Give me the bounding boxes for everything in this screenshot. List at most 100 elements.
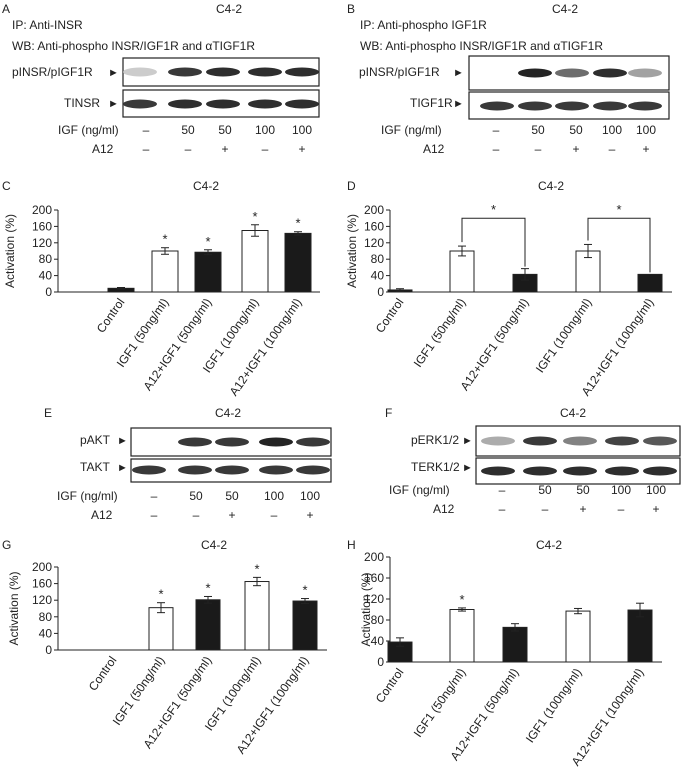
chart-panel-d: D C4-2 Activation (%) 0 40 80 120 160 200 Control… bbox=[345, 179, 672, 399]
a12-values-row: – – + – + bbox=[151, 508, 314, 522]
igf-values-row: – 50 50 100 100 bbox=[499, 483, 667, 497]
y-tick-label: 200 bbox=[32, 203, 52, 217]
y-tick-label: 40 bbox=[39, 269, 53, 283]
arrow-glyph: ► bbox=[117, 462, 128, 474]
chart-title: C4-2 bbox=[538, 179, 564, 193]
igf-value: 50 bbox=[569, 123, 583, 137]
blot-band bbox=[259, 437, 293, 447]
blot-top-label: pAKT bbox=[80, 433, 111, 447]
blot-band bbox=[259, 465, 293, 475]
blot-band bbox=[593, 101, 627, 111]
blot-bottom-label: TIGF1R bbox=[410, 96, 453, 110]
a12-value: – bbox=[542, 502, 549, 516]
a12-value: – bbox=[609, 142, 616, 156]
arrow-glyph: ► bbox=[462, 435, 473, 447]
a12-value: – bbox=[499, 502, 506, 516]
a12-value: – bbox=[193, 508, 200, 522]
igf-row-label: IGF (ng/ml) bbox=[58, 123, 119, 137]
blot-bottom-bands bbox=[123, 99, 319, 109]
arrow-glyph: ► bbox=[117, 435, 128, 447]
category-label: IGF1 (50ng/ml) bbox=[411, 296, 469, 370]
igf-value: 50 bbox=[218, 123, 232, 137]
a12-row-label: A12 bbox=[433, 502, 455, 516]
igf-value: 100 bbox=[300, 489, 320, 503]
blot-bottom-label: TAKT bbox=[80, 460, 110, 474]
blot-band bbox=[248, 67, 282, 77]
blot-band bbox=[132, 465, 166, 475]
y-tick-label: 40 bbox=[371, 269, 385, 283]
chart-panel-h: H C4-2 Activation (%) 0 40 80 120 160 200 Control… bbox=[347, 538, 662, 769]
igf-values-row: – 50 50 100 100 bbox=[143, 123, 313, 137]
blot-band bbox=[628, 68, 662, 78]
blot-band bbox=[123, 99, 157, 109]
category-label: A12+IGF1 (100ng/ml) bbox=[579, 296, 657, 399]
blot-band bbox=[206, 67, 240, 77]
category-label: Control bbox=[373, 296, 407, 336]
category-label: IGF1 (100ng/ml) bbox=[523, 666, 585, 746]
a12-value: – bbox=[143, 142, 150, 156]
a12-value: – bbox=[271, 508, 278, 522]
y-axis-label: Activation (%) bbox=[345, 214, 359, 288]
category-label: Control bbox=[94, 296, 128, 336]
significance-mark: * bbox=[162, 232, 167, 247]
cell-line-title: C4-2 bbox=[216, 2, 242, 16]
blot-band bbox=[628, 101, 662, 111]
bar bbox=[292, 600, 318, 651]
y-tick-label: 120 bbox=[364, 592, 384, 606]
igf-value: 100 bbox=[292, 123, 312, 137]
a12-value: + bbox=[306, 508, 313, 522]
a12-row-label: A12 bbox=[91, 508, 113, 522]
bar bbox=[565, 610, 591, 663]
blot-band bbox=[555, 68, 589, 78]
bar bbox=[627, 609, 653, 663]
blot-bottom-bands bbox=[480, 101, 662, 111]
a12-values-row: – – + – + bbox=[493, 142, 650, 156]
y-tick-label: 200 bbox=[364, 203, 384, 217]
blot-band bbox=[285, 67, 319, 77]
category-label: Control bbox=[373, 666, 407, 706]
blot-band bbox=[480, 101, 514, 111]
y-tick-label: 200 bbox=[364, 550, 384, 564]
blot-band bbox=[296, 437, 330, 447]
a12-values-row: – – + – + bbox=[143, 142, 306, 156]
bar bbox=[449, 250, 475, 293]
y-tick-label: 160 bbox=[364, 219, 384, 233]
blot-top-label: pINSR/pIGF1R bbox=[359, 65, 440, 79]
igf-value: 50 bbox=[189, 489, 203, 503]
igf-values-row: – 50 50 100 100 bbox=[493, 123, 657, 137]
y-tick-label: 80 bbox=[371, 252, 385, 266]
igf-value: 50 bbox=[531, 123, 545, 137]
igf-value: 100 bbox=[602, 123, 622, 137]
blot-band bbox=[518, 101, 552, 111]
significance-bracket bbox=[461, 217, 526, 267]
bar bbox=[194, 251, 222, 293]
blot-top-label: pINSR/pIGF1R bbox=[12, 65, 93, 79]
significance-mark: * bbox=[205, 234, 210, 249]
blot-band bbox=[248, 99, 282, 109]
blot-band bbox=[523, 466, 557, 476]
y-tick-label: 0 bbox=[45, 643, 52, 657]
ip-line: IP: Anti-INSR bbox=[12, 18, 83, 32]
chart-panel-c: C C4-2 Activation (%) 0 40 80 120 160 200 Control… bbox=[2, 179, 320, 399]
a12-value: + bbox=[298, 142, 305, 156]
blot-band bbox=[555, 101, 589, 111]
significance-bracket bbox=[587, 217, 651, 273]
cell-line-title: C4-2 bbox=[552, 2, 578, 16]
y-tick-label: 80 bbox=[371, 613, 385, 627]
panel-letter: B bbox=[347, 2, 355, 16]
igf-value: 50 bbox=[576, 483, 590, 497]
blot-bottom-bands bbox=[132, 465, 330, 475]
panel-letter: C bbox=[2, 179, 11, 193]
a12-value: + bbox=[572, 142, 579, 156]
y-tick-label: 160 bbox=[32, 219, 52, 233]
blot-band bbox=[563, 466, 597, 476]
category-label: Control bbox=[86, 654, 120, 694]
a12-value: – bbox=[618, 502, 625, 516]
cell-line-title: C4-2 bbox=[215, 406, 241, 420]
panel-letter: H bbox=[347, 538, 356, 552]
blot-band bbox=[605, 466, 639, 476]
bar bbox=[449, 609, 475, 663]
igf-value: 100 bbox=[636, 123, 656, 137]
y-tick-label: 120 bbox=[364, 236, 384, 250]
a12-value: – bbox=[493, 142, 500, 156]
